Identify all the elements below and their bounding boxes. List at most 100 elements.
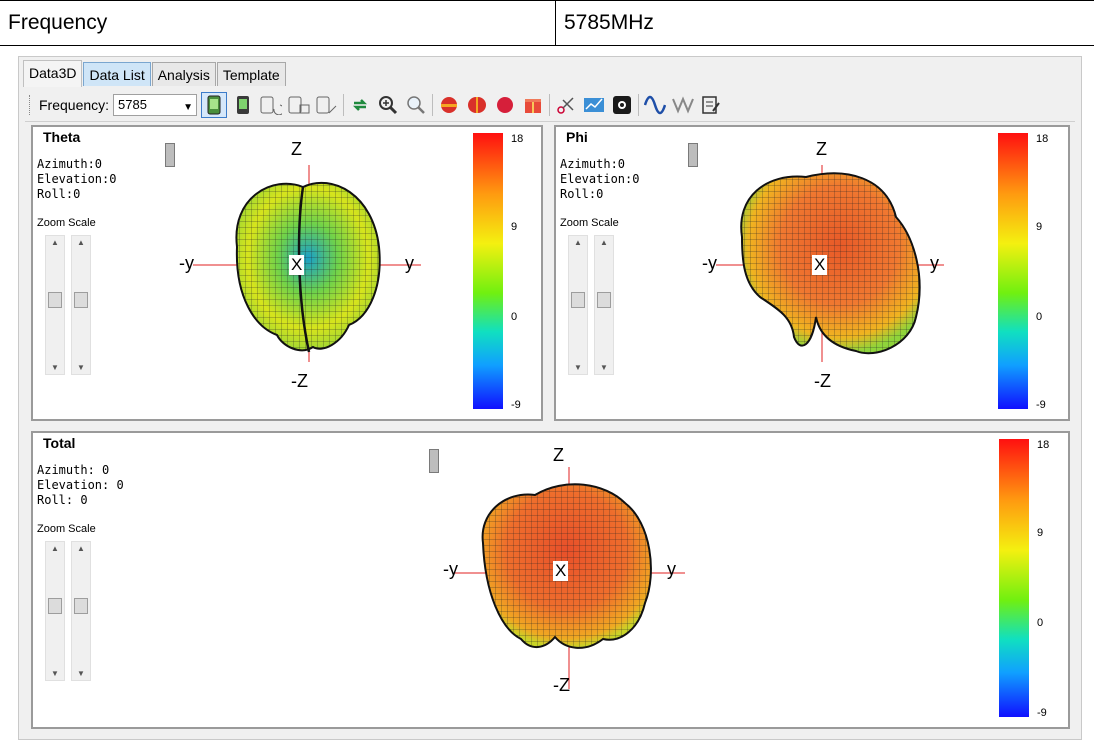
phone-orientation-icon <box>429 449 439 473</box>
arrow-down-icon[interactable]: ▼ <box>51 363 59 372</box>
colorbar-max: 18 <box>1037 439 1050 451</box>
toolbar-separator <box>432 94 434 116</box>
axis-neg-z-label: -Z <box>814 371 831 391</box>
toolbar-grip[interactable] <box>29 95 33 115</box>
axis-z-label: Z <box>553 445 564 465</box>
axis-neg-y-label: -y <box>443 559 458 579</box>
colorbar-min: -9 <box>1037 707 1047 719</box>
elevation-readout: Elevation:0 <box>37 172 117 186</box>
axis-x-label: X <box>553 561 569 581</box>
theta-panel: Theta Azimuth:0 Elevation:0 Roll:0 Zoom … <box>31 125 543 421</box>
zoom-scale-label: Zoom Scale <box>37 523 96 535</box>
arrow-up-icon[interactable]: ▲ <box>77 238 85 247</box>
frequency-table-label: Frequency <box>0 1 556 45</box>
zoom-slider-thumb[interactable] <box>571 292 585 308</box>
gift-box-icon[interactable] <box>521 93 545 117</box>
phone-orientation-icon <box>165 143 175 167</box>
frequency-label: Frequency: <box>39 97 110 113</box>
arrow-down-icon[interactable]: ▼ <box>77 669 85 678</box>
colorbar-min: -9 <box>511 399 521 411</box>
zoom-slider[interactable]: ▲ ▼ <box>45 541 65 681</box>
phi-pattern-plot <box>716 165 944 362</box>
toolbar-separator <box>638 94 640 116</box>
scale-slider-thumb[interactable] <box>597 292 611 308</box>
tab-template[interactable]: Template <box>216 62 286 86</box>
phone-green-icon[interactable] <box>201 92 228 118</box>
axis-neg-z-label: -Z <box>553 675 570 695</box>
colorbar-mid: 9 <box>1037 527 1044 539</box>
sphere-icon[interactable] <box>493 93 517 117</box>
azimuth-readout: Azimuth: 0 <box>37 463 110 477</box>
refresh-icon[interactable] <box>348 93 372 117</box>
panel-title: Phi <box>566 129 588 145</box>
scale-slider-thumb[interactable] <box>74 292 88 308</box>
zoom-slider-thumb[interactable] <box>48 598 62 614</box>
elevation-readout: Elevation: 0 <box>37 478 124 492</box>
frequency-select[interactable]: 5785 ▼ <box>113 94 198 116</box>
zoom-in-icon[interactable] <box>376 93 400 117</box>
zoom-scale-label: Zoom Scale <box>37 217 96 229</box>
axis-x-label: X <box>289 255 305 275</box>
colorbar-zero: 0 <box>1037 617 1044 629</box>
scissors-icon[interactable] <box>554 93 578 117</box>
arrow-down-icon[interactable]: ▼ <box>51 669 59 678</box>
app-window: Data3D Data List Analysis Template Frequ… <box>18 56 1082 740</box>
settings-icon[interactable] <box>610 93 634 117</box>
hemisphere-icon[interactable] <box>437 93 461 117</box>
toolbar-separator <box>343 94 345 116</box>
arrow-up-icon[interactable]: ▲ <box>51 544 59 553</box>
axis-x-label: X <box>812 255 828 275</box>
arrow-up-icon[interactable]: ▲ <box>77 544 85 553</box>
scale-slider[interactable]: ▲ ▼ <box>71 235 91 375</box>
notes-icon[interactable] <box>699 93 723 117</box>
azimuth-readout: Azimuth:0 <box>560 157 626 171</box>
tab-analysis[interactable]: Analysis <box>151 62 216 86</box>
total-panel: Total Azimuth: 0 Elevation: 0 Roll: 0 Zo… <box>31 431 1070 729</box>
phone-export-icon[interactable] <box>287 93 311 117</box>
zigzag-icon[interactable] <box>671 93 695 117</box>
panel-title: Total <box>43 435 76 451</box>
phone-icon[interactable] <box>231 93 255 117</box>
scale-slider[interactable]: ▲ ▼ <box>594 235 614 375</box>
colorbar-zero: 0 <box>1036 311 1043 323</box>
roll-readout: Roll: 0 <box>37 493 88 507</box>
axis-y-label: y <box>930 253 939 273</box>
colorbar-max: 18 <box>511 133 524 145</box>
frequency-table-value: 5785MHz <box>564 11 654 34</box>
roll-readout: Roll:0 <box>37 187 81 201</box>
colorbar-zero: 0 <box>511 311 518 323</box>
theta-pattern-plot <box>193 165 421 362</box>
zoom-slider-thumb[interactable] <box>48 292 62 308</box>
split-sphere-icon[interactable] <box>465 93 489 117</box>
chart-board-icon[interactable] <box>582 93 606 117</box>
arrow-down-icon[interactable]: ▼ <box>600 363 608 372</box>
axis-y-label: y <box>667 559 676 579</box>
orientation-readout: Azimuth: 0 Elevation: 0 Roll: 0 <box>37 463 124 508</box>
sine-wave-icon[interactable] <box>643 93 667 117</box>
arrow-up-icon[interactable]: ▲ <box>51 238 59 247</box>
arrow-down-icon[interactable]: ▼ <box>574 363 582 372</box>
zoom-out-icon[interactable] <box>404 93 428 117</box>
tab-bar: Data3D Data List Analysis Template <box>23 60 287 87</box>
elevation-readout: Elevation:0 <box>560 172 640 186</box>
colorbar-mid: 9 <box>1036 221 1043 233</box>
arrow-up-icon[interactable]: ▲ <box>600 238 608 247</box>
scale-slider-thumb[interactable] <box>74 598 88 614</box>
total-pattern-plot <box>455 467 685 689</box>
orientation-readout: Azimuth:0 Elevation:0 Roll:0 <box>37 157 116 202</box>
roll-readout: Roll:0 <box>560 187 604 201</box>
arrow-down-icon[interactable]: ▼ <box>77 363 85 372</box>
zoom-slider[interactable]: ▲ ▼ <box>45 235 65 375</box>
tab-data-list[interactable]: Data List <box>83 62 151 86</box>
phone-edit-icon[interactable] <box>315 93 339 117</box>
axis-neg-z-label: -Z <box>291 371 308 391</box>
phone-orientation-icon <box>688 143 698 167</box>
zoom-slider[interactable]: ▲ ▼ <box>568 235 588 375</box>
tab-data3d[interactable]: Data3D <box>23 60 83 87</box>
rotate-phone-icon[interactable] <box>259 93 283 117</box>
azimuth-readout: Azimuth:0 <box>37 157 103 171</box>
frequency-select-value: 5785 <box>118 97 147 112</box>
arrow-up-icon[interactable]: ▲ <box>574 238 582 247</box>
colorbar <box>999 439 1029 717</box>
scale-slider[interactable]: ▲ ▼ <box>71 541 91 681</box>
